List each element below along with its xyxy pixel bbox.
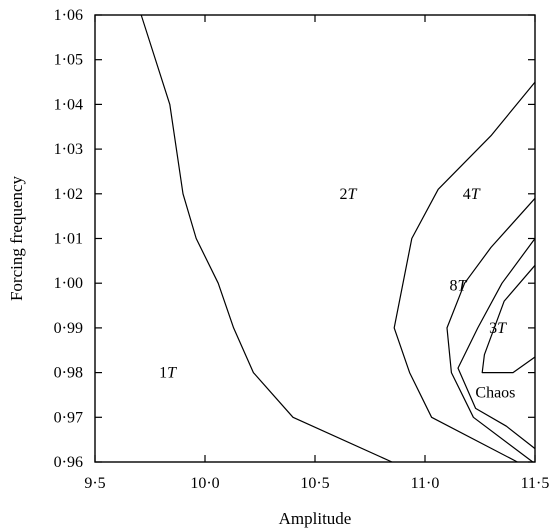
boundary-curve-2 bbox=[393, 81, 536, 463]
y-tick-label: 0·98 bbox=[54, 365, 83, 382]
y-axis-title: Forcing frequency bbox=[7, 175, 26, 301]
x-tick-label: 11·0 bbox=[411, 475, 440, 492]
region-label: 4T bbox=[463, 186, 481, 203]
y-tick-label: 1·01 bbox=[54, 231, 83, 248]
y-tick-label: 0·96 bbox=[54, 454, 83, 471]
y-tick-label: 1·05 bbox=[54, 52, 83, 69]
y-tick-label: 1·04 bbox=[54, 96, 83, 113]
y-tick-label: 1·00 bbox=[54, 275, 83, 292]
y-axis: 0·96 0·97 0·98 0·99 1·00 1·01 1·02 1·03 1·04 1·05… bbox=[54, 7, 535, 471]
boundary-curve-1 bbox=[140, 14, 393, 463]
plot-frame bbox=[94, 14, 536, 463]
boundary-curve-3 bbox=[446, 197, 536, 463]
boundary-curve-5 bbox=[481, 264, 536, 374]
y-tick-label: 1·02 bbox=[54, 186, 83, 203]
x-tick-label: 10·0 bbox=[190, 475, 219, 492]
y-tick-label: 0·97 bbox=[54, 409, 83, 426]
x-axis-title: Amplitude bbox=[279, 509, 352, 528]
region-label: Chaos bbox=[475, 385, 515, 402]
region-label: 3T bbox=[489, 320, 507, 337]
x-axis: 9·5 10·0 10·5 11·0 11·5 bbox=[84, 15, 549, 492]
plot-frame-group bbox=[94, 14, 536, 463]
region-label: 8T bbox=[450, 277, 468, 294]
region-labels: 1T 2T 4T 8T 3T Chaos bbox=[159, 186, 515, 402]
y-tick-label: 1·06 bbox=[54, 7, 83, 24]
region-label: 1T bbox=[159, 365, 177, 382]
region-label: 2T bbox=[340, 186, 358, 203]
x-tick-label: 10·5 bbox=[300, 475, 329, 492]
curve-group bbox=[140, 14, 536, 463]
boundary-curve-4 bbox=[457, 238, 536, 450]
x-tick-label: 11·5 bbox=[521, 475, 550, 492]
x-tick-label: 9·5 bbox=[84, 475, 105, 492]
y-tick-label: 0·99 bbox=[54, 320, 83, 337]
y-tick-label: 1·03 bbox=[54, 141, 83, 158]
